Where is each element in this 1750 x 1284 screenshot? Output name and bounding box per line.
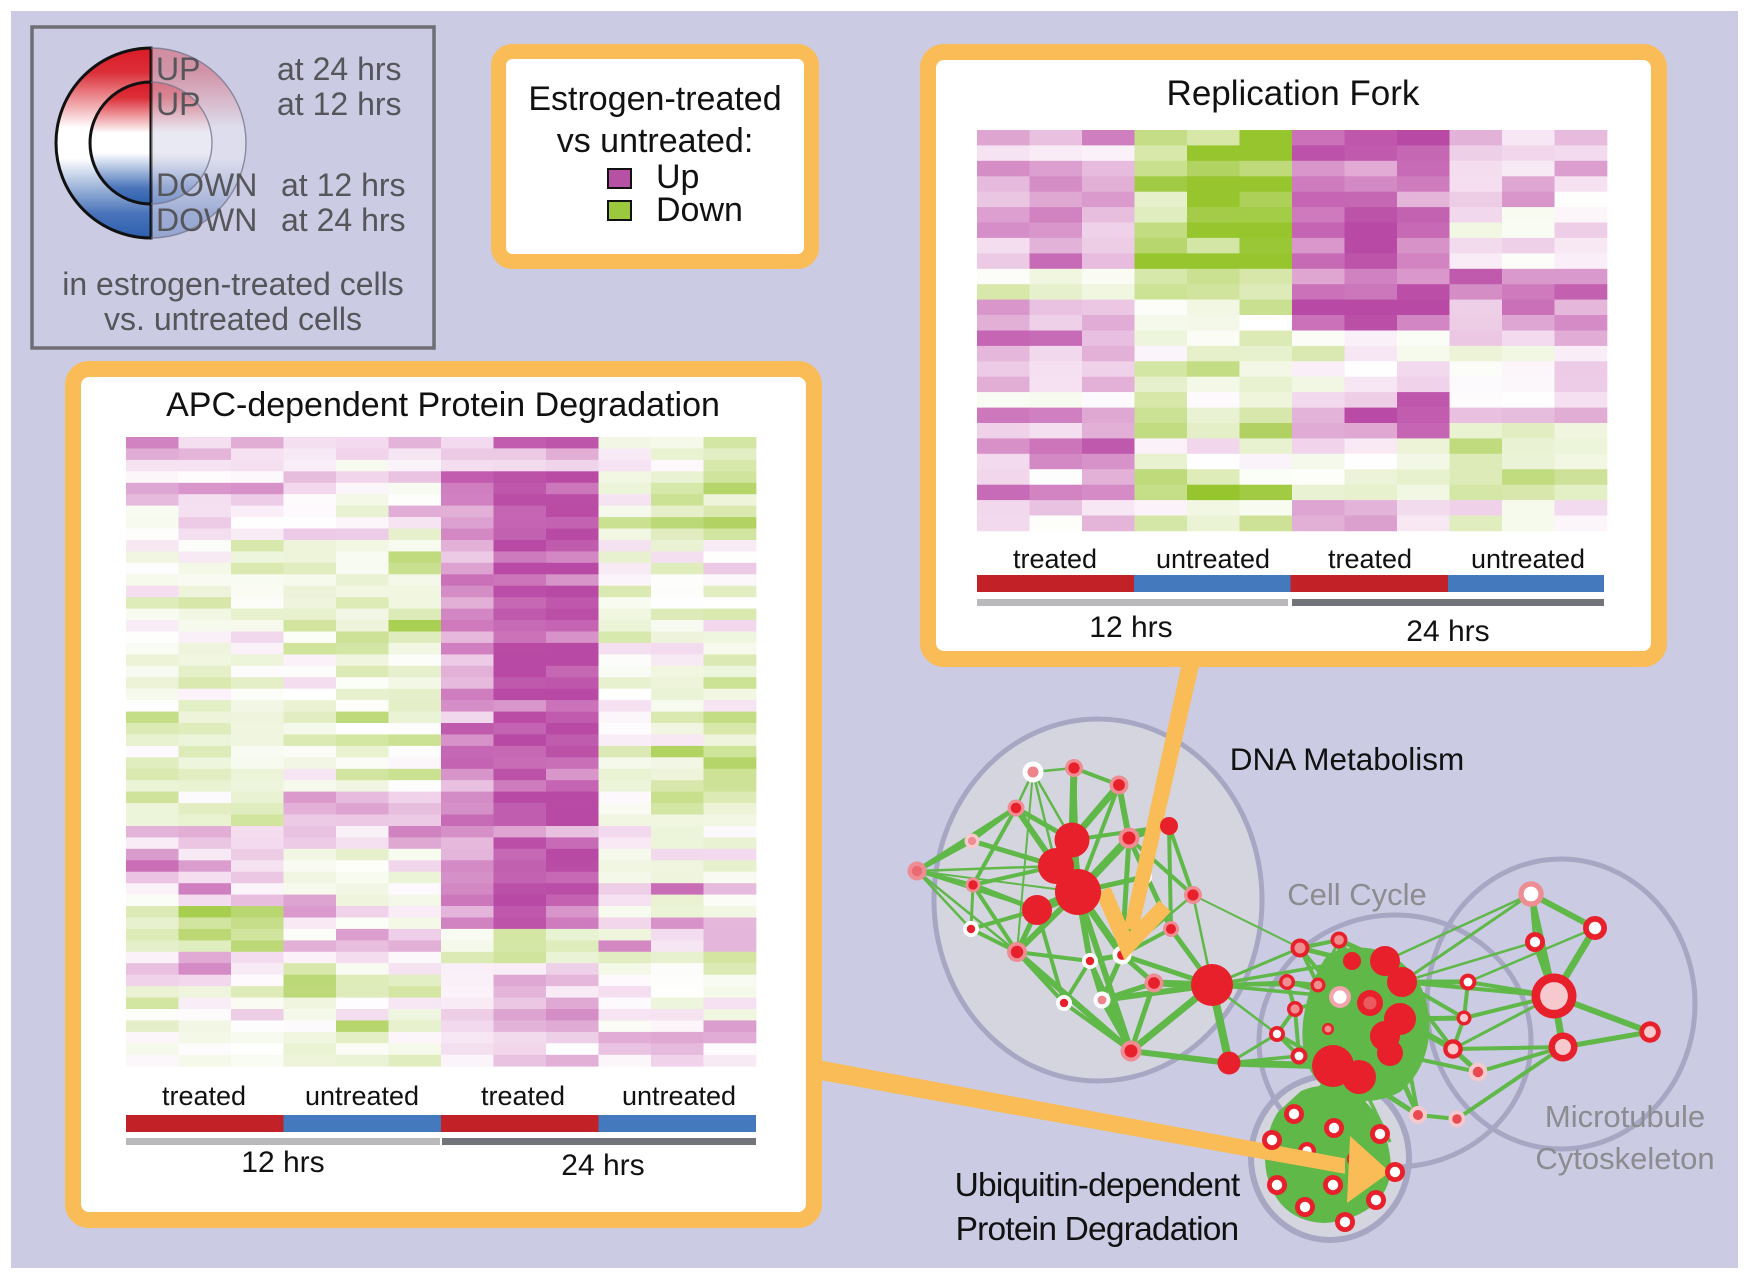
svg-text:treated: treated [481,1081,565,1111]
svg-text:untreated: untreated [1156,544,1270,574]
svg-text:24 hrs: 24 hrs [1406,615,1489,648]
svg-text:APC-dependent Protein Degradat: APC-dependent Protein Degradation [166,386,720,424]
svg-text:at 12 hrs: at 12 hrs [281,167,406,203]
svg-text:treated: treated [162,1081,246,1111]
svg-text:Replication Fork: Replication Fork [1167,74,1420,113]
svg-text:in estrogen-treated cells: in estrogen-treated cells [62,266,404,302]
svg-text:Protein Degradation: Protein Degradation [956,1211,1239,1248]
svg-text:at 12 hrs: at 12 hrs [277,86,402,122]
svg-text:treated: treated [1328,544,1412,574]
svg-text:Up: Up [656,158,699,196]
svg-text:Estrogen-treated: Estrogen-treated [528,80,781,118]
svg-text:DNA Metabolism: DNA Metabolism [1230,741,1465,777]
svg-text:Cell Cycle: Cell Cycle [1287,877,1427,912]
svg-text:UP: UP [156,51,200,87]
svg-text:24 hrs: 24 hrs [561,1149,644,1182]
svg-text:DOWN: DOWN [156,167,257,203]
svg-text:DOWN: DOWN [156,202,257,238]
svg-text:vs. untreated cells: vs. untreated cells [104,301,362,337]
svg-text:untreated: untreated [622,1081,736,1111]
svg-text:UP: UP [156,86,200,122]
svg-text:treated: treated [1013,544,1097,574]
svg-text:12 hrs: 12 hrs [1089,611,1172,644]
svg-text:Down: Down [656,191,743,229]
svg-text:untreated: untreated [305,1081,419,1111]
svg-text:Ubiquitin-dependent: Ubiquitin-dependent [955,1167,1241,1204]
svg-text:vs untreated:: vs untreated: [557,122,754,160]
svg-text:at 24 hrs: at 24 hrs [281,202,406,238]
svg-text:Cytoskeleton: Cytoskeleton [1535,1141,1714,1176]
svg-text:12 hrs: 12 hrs [241,1146,324,1179]
svg-text:untreated: untreated [1471,544,1585,574]
svg-text:at 24 hrs: at 24 hrs [277,51,402,87]
svg-text:Microtubule: Microtubule [1545,1099,1705,1134]
